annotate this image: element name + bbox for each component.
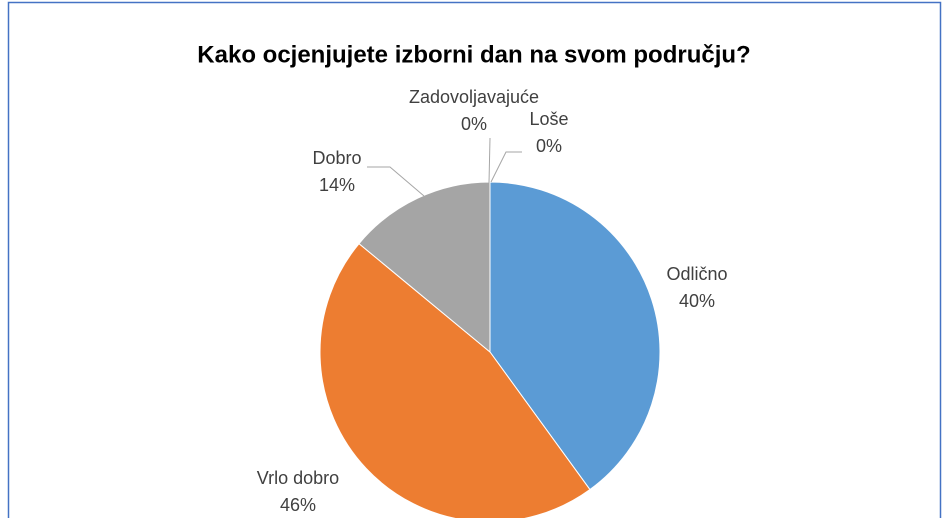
slice-label: Odlično — [666, 264, 727, 284]
slice-label: Dobro — [312, 148, 361, 168]
slice-value-label: 40% — [679, 291, 715, 311]
slice-label: Zadovoljavajuće — [409, 87, 539, 107]
leader-line — [367, 166, 425, 197]
pie-slice — [489, 181, 661, 491]
slice-label: Vrlo dobro — [257, 468, 339, 488]
leader-line — [488, 137, 491, 184]
pie-slice — [358, 181, 491, 354]
slice-value-label: 0% — [461, 114, 487, 134]
pie-slice — [319, 242, 591, 518]
slice-value-label: 14% — [319, 175, 355, 195]
leader-line — [490, 151, 522, 183]
chart-title: Kako ocjenjujete izborni dan na svom pod… — [197, 41, 750, 68]
slice-value-label: 0% — [536, 136, 562, 156]
slice-label: Loše — [529, 109, 568, 129]
slice-value-label: 46% — [280, 495, 316, 515]
